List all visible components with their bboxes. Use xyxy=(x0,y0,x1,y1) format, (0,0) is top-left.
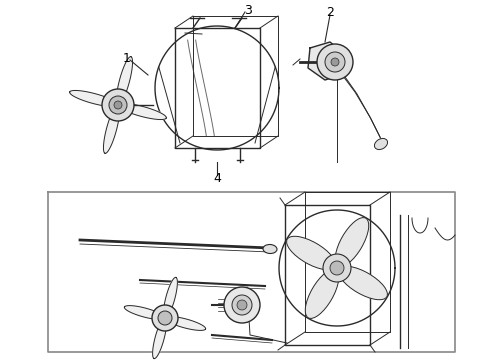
Circle shape xyxy=(325,52,345,72)
Polygon shape xyxy=(164,278,177,318)
Ellipse shape xyxy=(305,270,339,319)
Text: 3: 3 xyxy=(244,4,252,17)
Polygon shape xyxy=(103,105,120,153)
Circle shape xyxy=(317,44,353,80)
Text: 1: 1 xyxy=(123,51,131,64)
Polygon shape xyxy=(165,316,206,330)
Circle shape xyxy=(331,58,339,66)
Circle shape xyxy=(323,254,351,282)
Polygon shape xyxy=(308,42,342,80)
Circle shape xyxy=(232,295,252,315)
Polygon shape xyxy=(152,318,167,359)
Polygon shape xyxy=(124,306,165,320)
Ellipse shape xyxy=(374,139,388,149)
Circle shape xyxy=(102,89,134,121)
Circle shape xyxy=(114,101,122,109)
Circle shape xyxy=(109,96,127,114)
Ellipse shape xyxy=(335,217,369,266)
Circle shape xyxy=(237,300,247,310)
Circle shape xyxy=(158,311,172,325)
Circle shape xyxy=(330,261,344,275)
Polygon shape xyxy=(70,90,118,107)
Ellipse shape xyxy=(263,244,277,253)
Text: 4: 4 xyxy=(213,171,221,185)
Circle shape xyxy=(224,287,260,323)
Text: 2: 2 xyxy=(326,5,334,18)
Ellipse shape xyxy=(339,266,388,300)
Polygon shape xyxy=(117,57,132,105)
Polygon shape xyxy=(118,103,166,120)
Ellipse shape xyxy=(287,236,336,270)
Circle shape xyxy=(152,305,178,331)
